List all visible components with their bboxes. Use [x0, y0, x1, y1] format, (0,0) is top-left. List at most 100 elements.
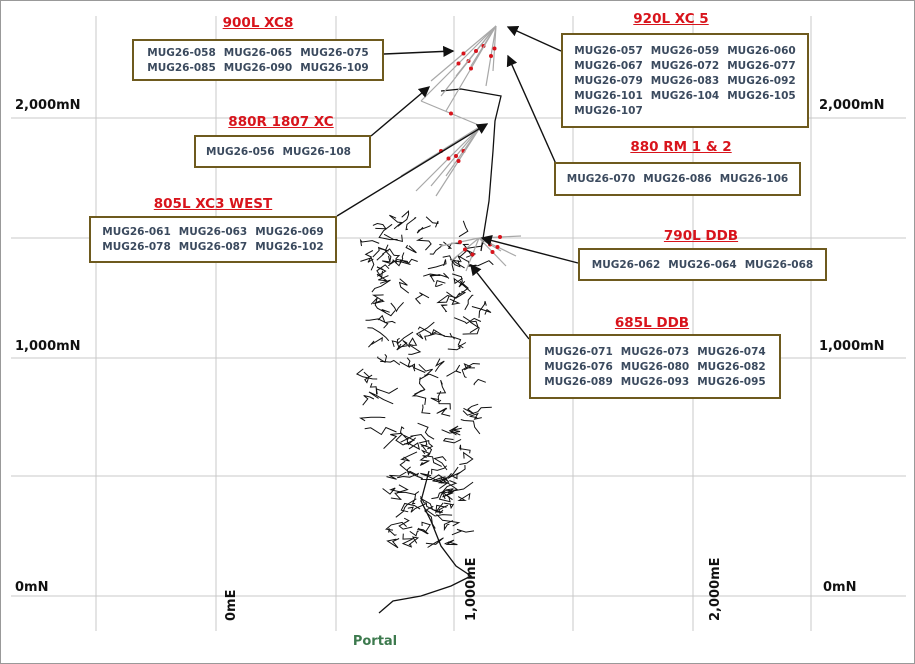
- hole-id: MUG26-065: [223, 46, 293, 59]
- drive: [443, 520, 454, 532]
- drive: [397, 484, 416, 496]
- hole-id: MUG26-101: [574, 89, 643, 102]
- drive: [396, 472, 420, 479]
- hole-list: MUG26-071 MUG26-073 MUG26-074 MUG26-076 MUG2…: [529, 334, 781, 399]
- hole-id: MUG26-082: [697, 360, 766, 373]
- hole-id: MUG26-064: [668, 258, 737, 271]
- drive: [469, 412, 482, 420]
- drive: [434, 358, 445, 372]
- drive: [400, 451, 418, 462]
- drive: [446, 364, 462, 377]
- drive: [429, 244, 444, 255]
- drive: [382, 258, 408, 265]
- drive: [419, 460, 430, 466]
- drive: [405, 244, 417, 254]
- drive: [452, 464, 466, 480]
- drive: [441, 480, 458, 500]
- intercept: [474, 49, 478, 53]
- drive: [407, 503, 426, 513]
- intercept: [490, 250, 495, 254]
- drive: [444, 502, 455, 510]
- drive: [386, 538, 400, 549]
- drive: [364, 426, 397, 436]
- northing-label: 2,000mN: [819, 98, 885, 113]
- drive: [436, 294, 457, 304]
- drive: [414, 377, 426, 395]
- drive: [406, 466, 417, 476]
- drive: [427, 259, 447, 270]
- hole-id: MUG26-085: [147, 61, 216, 74]
- drive: [460, 419, 481, 435]
- drive: [383, 233, 403, 243]
- intercept: [495, 245, 500, 249]
- drive: [431, 328, 455, 340]
- hole-id: MUG26-070: [566, 173, 636, 185]
- hole-id: MUG26-060: [727, 44, 796, 57]
- hole-id: MUG26-079: [574, 74, 643, 87]
- hole-id: MUG26-078: [102, 241, 171, 253]
- hole-id: MUG26-062: [591, 258, 661, 271]
- easting-label: 2,000mE: [708, 557, 723, 621]
- intercept: [469, 66, 473, 71]
- drillholes: [400, 25, 522, 272]
- hole-id: MUG26-090: [223, 61, 293, 74]
- drive: [401, 533, 414, 548]
- drive: [425, 505, 453, 517]
- hole-id: MUG26-069: [255, 226, 324, 238]
- drive: [395, 498, 417, 518]
- hole-id: MUG26-074: [697, 345, 766, 358]
- drive: [399, 258, 418, 264]
- drive: [440, 304, 448, 313]
- drive: [372, 246, 389, 258]
- drive: [417, 422, 435, 440]
- drive: [421, 404, 431, 414]
- portal-label: Portal: [353, 634, 397, 649]
- drive: [445, 482, 459, 494]
- drive: [363, 371, 373, 384]
- intercept: [446, 156, 451, 161]
- drive: [430, 397, 442, 403]
- drive: [447, 342, 467, 351]
- drive: [355, 368, 378, 380]
- hole-id: MUG26-068: [744, 258, 814, 271]
- drive: [458, 220, 469, 238]
- drive: [397, 210, 410, 227]
- intercept: [449, 111, 453, 116]
- northing-label: 0mN: [15, 580, 48, 595]
- drive: [364, 250, 374, 263]
- hole-id: MUG26-072: [650, 59, 720, 72]
- drive: [388, 528, 397, 536]
- drive: [431, 465, 448, 475]
- hole-id: MUG26-063: [178, 226, 248, 238]
- drive: [438, 490, 451, 503]
- drive: [425, 537, 444, 548]
- drive: [422, 455, 442, 467]
- easting-label: 1,000mE: [464, 557, 479, 621]
- drive: [436, 407, 451, 417]
- callout-title: 880 RM 1 & 2: [630, 139, 732, 155]
- hole-list: MUG26-057 MUG26-059 MUG26-060 MUG26-067 MUG2…: [561, 33, 809, 128]
- northing-label: 1,000mN: [819, 339, 885, 354]
- drive: [399, 361, 426, 373]
- drive: [442, 255, 465, 269]
- drive: [414, 292, 430, 305]
- drive: [384, 244, 392, 262]
- drive: [439, 476, 450, 490]
- drive: [393, 254, 401, 264]
- drive: [442, 437, 462, 444]
- drive: [375, 387, 399, 395]
- drive: [381, 309, 396, 317]
- drive: [359, 238, 380, 247]
- drive: [386, 471, 407, 480]
- drive: [418, 439, 434, 450]
- drive: [463, 363, 475, 371]
- hole-id: MUG26-056: [206, 145, 275, 158]
- hole-id: MUG26-093: [620, 375, 690, 388]
- drive: [382, 487, 402, 495]
- drive: [453, 277, 472, 293]
- drive: [396, 331, 414, 345]
- intercept: [498, 235, 502, 239]
- hole-list: MUG26-056 MUG26-108: [194, 135, 371, 168]
- drive: [408, 337, 418, 346]
